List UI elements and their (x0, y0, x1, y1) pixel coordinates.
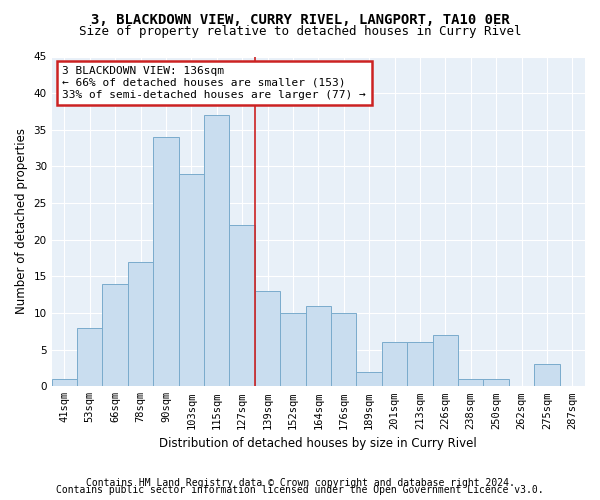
Bar (407, 342, 433, 386)
Bar (128, 262, 153, 386)
Bar (458, 379, 484, 386)
Bar (52, 379, 77, 386)
Bar (103, 284, 128, 387)
Text: Contains HM Land Registry data © Crown copyright and database right 2024.: Contains HM Land Registry data © Crown c… (86, 478, 514, 488)
Bar (153, 137, 179, 386)
Text: Contains public sector information licensed under the Open Government Licence v3: Contains public sector information licen… (56, 485, 544, 495)
X-axis label: Distribution of detached houses by size in Curry Rivel: Distribution of detached houses by size … (160, 437, 477, 450)
Text: Size of property relative to detached houses in Curry Rivel: Size of property relative to detached ho… (79, 25, 521, 38)
Bar (255, 291, 280, 386)
Bar (77, 328, 103, 386)
Bar (229, 225, 255, 386)
Text: 3 BLACKDOWN VIEW: 136sqm
← 66% of detached houses are smaller (153)
33% of semi-: 3 BLACKDOWN VIEW: 136sqm ← 66% of detach… (62, 66, 366, 100)
Text: 3, BLACKDOWN VIEW, CURRY RIVEL, LANGPORT, TA10 0ER: 3, BLACKDOWN VIEW, CURRY RIVEL, LANGPORT… (91, 12, 509, 26)
Bar (280, 313, 305, 386)
Bar (534, 364, 560, 386)
Y-axis label: Number of detached properties: Number of detached properties (15, 128, 28, 314)
Bar (484, 379, 509, 386)
Bar (331, 313, 356, 386)
Bar (356, 372, 382, 386)
Bar (305, 306, 331, 386)
Bar (382, 342, 407, 386)
Bar (433, 335, 458, 386)
Bar (204, 115, 229, 386)
Bar (179, 174, 204, 386)
